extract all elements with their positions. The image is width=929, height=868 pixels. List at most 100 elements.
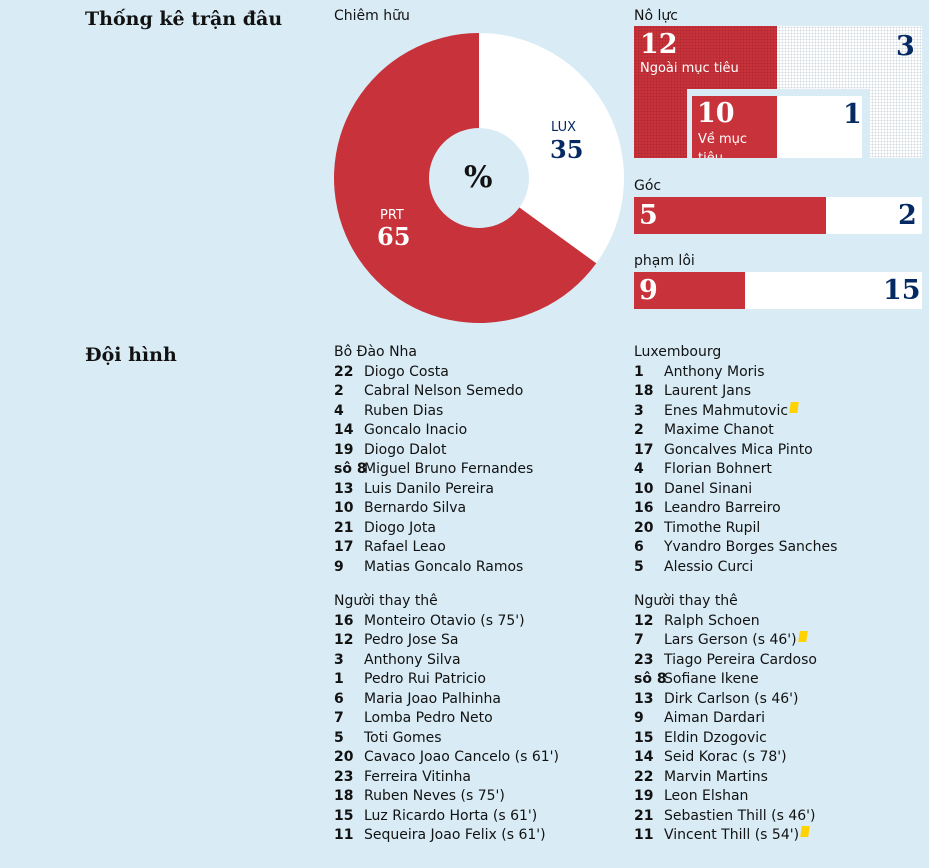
player-number: 2 [634,422,644,438]
player-row: 11 Sequeira Joao Felix (s 61') [334,826,559,846]
player-name: Danel Sinani [664,480,753,497]
player-name: Monteiro Otavio (s 75') [364,612,525,629]
player-row: 12 Ralph Schoen [634,612,837,632]
player-number: 13 [334,480,354,497]
player-name: Leon Elshan [664,788,749,804]
player-row: 13 Dirk Carlson (s 46') [634,690,837,710]
away-team-name: Luxembourg [634,344,722,360]
player-row: 20 Cavaco Joao Cancelo (s 61') [334,748,559,768]
player-row: 6 Maria Joao Palhinha [334,690,559,710]
player-row: 12 Pedro Jose Sa [334,631,559,651]
player-row: 10 Bernardo Silva [334,499,559,519]
player-number: 3 [634,402,644,419]
home-subs-label: Người thay thê [334,593,438,609]
player-name: Marvin Martins [664,768,768,785]
yellow-card-icon [789,401,799,413]
player-number: 5 [334,729,344,746]
lineups-heading: Đội hình [85,344,177,366]
player-name: Luis Danilo Pereira [364,480,494,497]
player-row: 15 Eldin Dzogovic [634,729,837,749]
on-target-bar-home [692,96,777,158]
possession-home-code: PRT [380,208,404,223]
player-name: Aiman Dardari [664,710,765,726]
player-number: 15 [634,729,654,746]
on-target-away-value: 1 [843,99,862,130]
player-row: 18 Ruben Neves (s 75') [334,787,559,807]
yellow-card-icon [800,826,810,837]
player-row: 2 Cabral Nelson Semedo [334,382,559,402]
player-number: 17 [634,441,654,458]
player-number: 22 [634,768,654,785]
corners-home-value: 5 [639,200,658,231]
player-row: 22 Marvin Martins [634,768,837,788]
possession-center-hole [429,128,529,228]
player-name: Anthony Moris [664,363,765,380]
possession-away-value: 35 [550,135,584,164]
player-name: Pedro Rui Patricio [364,671,486,687]
away-starters-list: 1 Anthony Moris 18 Laurent Jans 3 Enes Mahmut… [634,363,837,578]
player-row: 5 Alessio Curci [634,558,837,578]
player-number: 5 [634,558,644,575]
player-name: Cabral Nelson Semedo [364,383,524,399]
player-name: Ruben Dias [364,402,444,419]
player-row: sô 8 Sofiane Ikene [634,670,837,690]
player-number: 21 [334,519,354,536]
player-number: sô 8 [634,671,667,687]
player-number: 11 [334,827,354,843]
player-number: 12 [634,612,654,629]
player-number: 1 [634,363,644,380]
player-row: 3 Enes Mahmutovic [634,401,837,422]
player-row: 1 Pedro Rui Patricio [334,670,559,690]
player-row: 10 Danel Sinani [634,480,837,500]
player-row: 21 Sebastien Thill (s 46') [634,807,837,827]
player-number: 18 [334,788,354,804]
home-lineup: Bô Đào Nha 22 Diogo Costa 2 Cabral Nelson S… [334,343,559,846]
corners-bar-home [634,197,826,234]
player-row: 3 Anthony Silva [334,651,559,671]
possession-home-value: 65 [377,222,411,251]
player-name: Toti Gomes [364,729,442,746]
player-row: 2 Maxime Chanot [634,421,837,441]
player-name: Rafael Leao [364,539,446,555]
player-row: 22 Diogo Costa [334,363,559,383]
player-name: Dirk Carlson (s 46') [664,690,799,707]
player-name: Lars Gerson (s 46') [664,632,797,648]
player-row: 19 Diogo Dalot [334,441,559,461]
player-number: 7 [334,710,344,726]
player-name: Ruben Neves (s 75') [364,788,505,804]
player-row: 11 Vincent Thill (s 54') [634,826,837,846]
player-row: 4 Ruben Dias [334,402,559,422]
away-lineup: Luxembourg 1 Anthony Moris 18 Laurent Jans 3… [634,343,837,846]
player-number: 22 [334,363,354,380]
match-stats-heading: Thống kê trận đâu [85,8,283,30]
player-number: 1 [334,671,344,687]
player-number: 10 [334,500,354,516]
player-name: Ferreira Vitinha [364,768,472,785]
player-row: 4 Florian Bohnert [634,460,837,480]
player-row: 6 Yvandro Borges Sanches [634,538,837,558]
player-name: Pedro Jose Sa [364,632,459,648]
player-number: 4 [334,402,344,419]
player-number: 2 [334,383,344,399]
player-name: Leandro Barreiro [664,500,781,516]
effort-label: Nô lực [634,8,678,24]
player-name: Eldin Dzogovic [664,729,767,746]
player-number: 3 [334,651,344,668]
player-row: 14 Goncalo Inacio [334,421,559,441]
off-target-label: Ngoài mục tiêu [640,61,739,76]
home-starters-list: 22 Diogo Costa 2 Cabral Nelson Semedo 4 Ruben… [334,363,559,578]
away-subs-list: 12 Ralph Schoen 7 Lars Gerson (s 46') 23 Tiag… [634,612,837,846]
player-number: 14 [334,422,354,438]
player-number: 15 [334,807,354,824]
player-number: 20 [334,749,354,765]
player-name: Florian Bohnert [664,461,772,477]
player-row: 18 Laurent Jans [634,382,837,402]
player-name: Ralph Schoen [664,612,760,629]
player-row: 21 Diogo Jota [334,519,559,539]
player-row: 20 Timothe Rupil [634,519,837,539]
on-target-home-value: 10 [697,98,735,129]
player-name: Matias Goncalo Ramos [364,558,524,575]
player-row: 9 Matias Goncalo Ramos [334,558,559,578]
player-number: 20 [634,519,654,536]
player-row: 17 Rafael Leao [334,538,559,558]
